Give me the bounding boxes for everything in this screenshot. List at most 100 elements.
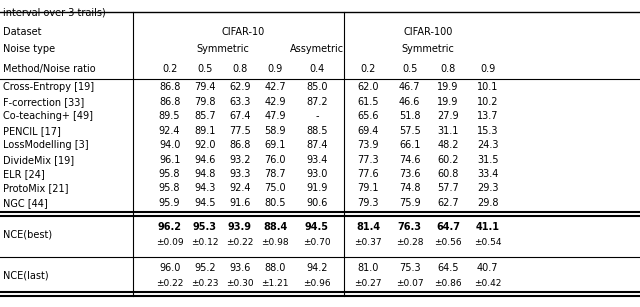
- Text: 62.7: 62.7: [437, 198, 459, 208]
- Text: interval over 3 trails): interval over 3 trails): [3, 8, 106, 18]
- Text: 10.2: 10.2: [477, 97, 499, 107]
- Text: 96.2: 96.2: [157, 222, 182, 231]
- Text: ±0.07: ±0.07: [396, 279, 424, 288]
- Text: 42.9: 42.9: [264, 97, 286, 107]
- Text: 95.8: 95.8: [159, 184, 180, 193]
- Text: ±0.22: ±0.22: [227, 238, 253, 247]
- Text: 41.1: 41.1: [476, 222, 500, 231]
- Text: 29.8: 29.8: [477, 198, 499, 208]
- Text: 92.4: 92.4: [229, 184, 251, 193]
- Text: 93.9: 93.9: [228, 222, 252, 231]
- Text: 42.7: 42.7: [264, 83, 286, 92]
- Text: 62.9: 62.9: [229, 83, 251, 92]
- Text: 19.9: 19.9: [437, 97, 459, 107]
- Text: ±0.12: ±0.12: [191, 238, 218, 247]
- Text: 95.3: 95.3: [193, 222, 217, 231]
- Text: 0.2: 0.2: [162, 64, 177, 74]
- Text: 57.7: 57.7: [437, 184, 459, 193]
- Text: 13.7: 13.7: [477, 111, 499, 121]
- Text: 10.1: 10.1: [477, 83, 499, 92]
- Text: 75.3: 75.3: [399, 263, 420, 273]
- Text: 60.2: 60.2: [437, 155, 459, 165]
- Text: 19.9: 19.9: [437, 83, 459, 92]
- Text: ±0.28: ±0.28: [396, 238, 423, 247]
- Text: 96.0: 96.0: [159, 263, 180, 273]
- Text: 29.3: 29.3: [477, 184, 499, 193]
- Text: 47.9: 47.9: [264, 111, 286, 121]
- Text: 46.6: 46.6: [399, 97, 420, 107]
- Text: 89.1: 89.1: [194, 126, 216, 136]
- Text: 78.7: 78.7: [264, 169, 286, 179]
- Text: 0.8: 0.8: [440, 64, 456, 74]
- Text: 80.5: 80.5: [264, 198, 286, 208]
- Text: 62.0: 62.0: [357, 83, 379, 92]
- Text: ±0.96: ±0.96: [303, 279, 331, 288]
- Text: PENCIL [17]: PENCIL [17]: [3, 126, 61, 136]
- Text: 0.5: 0.5: [197, 64, 212, 74]
- Text: ±0.27: ±0.27: [355, 279, 381, 288]
- Text: 95.8: 95.8: [159, 169, 180, 179]
- Text: ±0.23: ±0.23: [191, 279, 218, 288]
- Text: 94.5: 94.5: [305, 222, 329, 231]
- Text: 0.5: 0.5: [402, 64, 417, 74]
- Text: 79.4: 79.4: [194, 83, 216, 92]
- Text: ±0.86: ±0.86: [434, 279, 462, 288]
- Text: 0.4: 0.4: [309, 64, 324, 74]
- Text: 79.1: 79.1: [357, 184, 379, 193]
- Text: 81.0: 81.0: [357, 263, 379, 273]
- Text: 76.0: 76.0: [264, 155, 286, 165]
- Text: CIFAR-10: CIFAR-10: [221, 27, 265, 37]
- Text: ±0.22: ±0.22: [156, 279, 183, 288]
- Text: 74.6: 74.6: [399, 155, 420, 165]
- Text: 94.6: 94.6: [194, 155, 216, 165]
- Text: 94.5: 94.5: [194, 198, 216, 208]
- Text: 79.3: 79.3: [357, 198, 379, 208]
- Text: ±0.56: ±0.56: [434, 238, 462, 247]
- Text: ±1.21: ±1.21: [262, 279, 289, 288]
- Text: 77.3: 77.3: [357, 155, 379, 165]
- Text: 33.4: 33.4: [477, 169, 499, 179]
- Text: 96.1: 96.1: [159, 155, 180, 165]
- Text: 87.4: 87.4: [306, 140, 328, 150]
- Text: 57.5: 57.5: [399, 126, 420, 136]
- Text: 94.0: 94.0: [159, 140, 180, 150]
- Text: 0.2: 0.2: [360, 64, 376, 74]
- Text: Co-teaching+ [49]: Co-teaching+ [49]: [3, 111, 93, 121]
- Text: 69.4: 69.4: [357, 126, 379, 136]
- Text: 0.8: 0.8: [232, 64, 248, 74]
- Text: 79.8: 79.8: [194, 97, 216, 107]
- Text: 81.4: 81.4: [356, 222, 380, 231]
- Text: 76.3: 76.3: [397, 222, 422, 231]
- Text: 75.0: 75.0: [264, 184, 286, 193]
- Text: 24.3: 24.3: [477, 140, 499, 150]
- Text: 0.9: 0.9: [268, 64, 283, 74]
- Text: 48.2: 48.2: [437, 140, 459, 150]
- Text: ELR [24]: ELR [24]: [3, 169, 45, 179]
- Text: 31.5: 31.5: [477, 155, 499, 165]
- Text: 85.0: 85.0: [306, 83, 328, 92]
- Text: Assymetric: Assymetric: [290, 44, 344, 54]
- Text: 63.3: 63.3: [229, 97, 251, 107]
- Text: 61.5: 61.5: [357, 97, 379, 107]
- Text: Dataset: Dataset: [3, 27, 42, 37]
- Text: 67.4: 67.4: [229, 111, 251, 121]
- Text: 93.3: 93.3: [229, 169, 251, 179]
- Text: 93.4: 93.4: [306, 155, 328, 165]
- Text: ±0.09: ±0.09: [156, 238, 184, 247]
- Text: 66.1: 66.1: [399, 140, 420, 150]
- Text: 73.9: 73.9: [357, 140, 379, 150]
- Text: 64.5: 64.5: [437, 263, 459, 273]
- Text: 93.0: 93.0: [306, 169, 328, 179]
- Text: 88.0: 88.0: [264, 263, 286, 273]
- Text: 73.6: 73.6: [399, 169, 420, 179]
- Text: 0.9: 0.9: [480, 64, 495, 74]
- Text: 58.9: 58.9: [264, 126, 286, 136]
- Text: 93.6: 93.6: [229, 263, 251, 273]
- Text: 69.1: 69.1: [264, 140, 286, 150]
- Text: Noise type: Noise type: [3, 44, 55, 54]
- Text: Method/Noise ratio: Method/Noise ratio: [3, 64, 96, 74]
- Text: NCE(last): NCE(last): [3, 271, 49, 281]
- Text: 88.4: 88.4: [263, 222, 287, 231]
- Text: 60.8: 60.8: [437, 169, 459, 179]
- Text: 92.4: 92.4: [159, 126, 180, 136]
